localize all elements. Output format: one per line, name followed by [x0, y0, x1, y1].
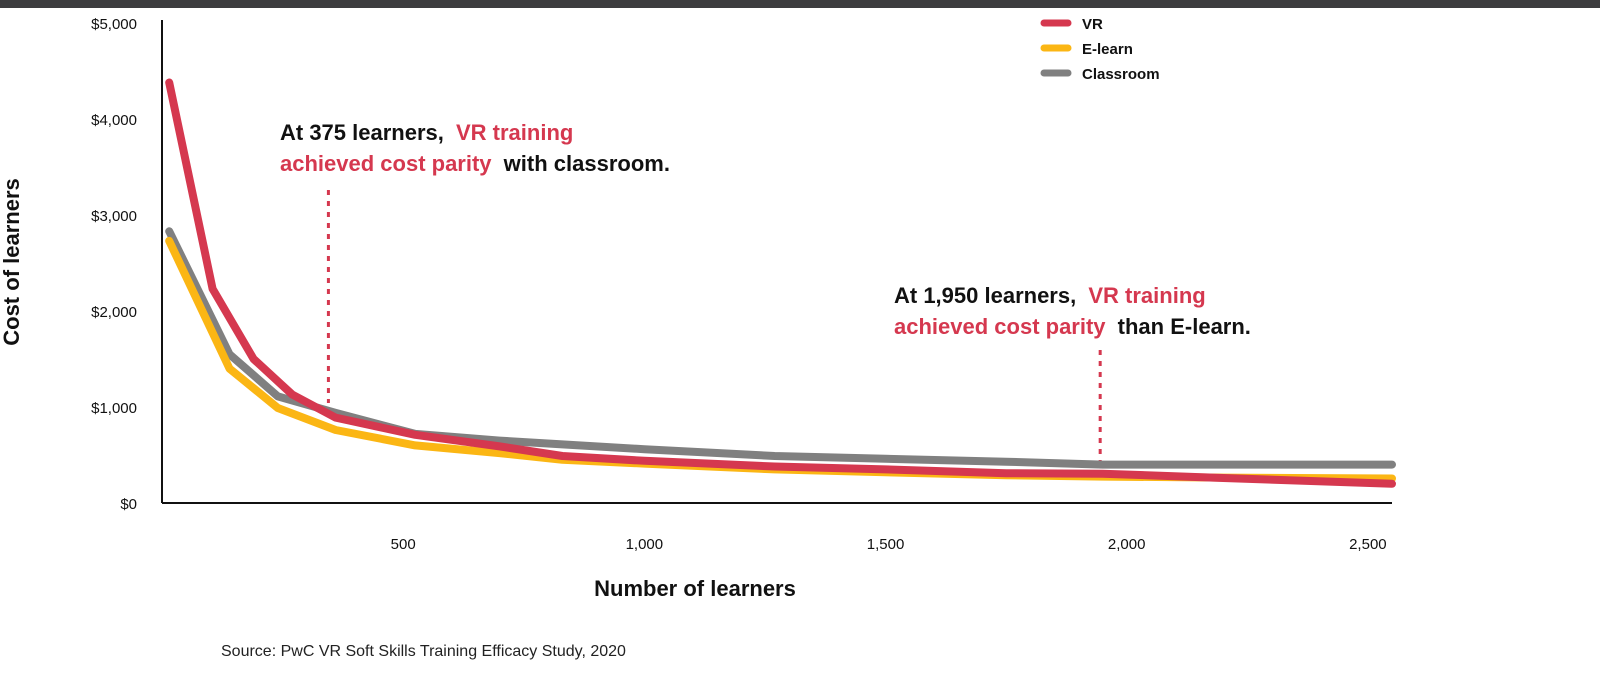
annotation-375-line1: At 375 learners, VR training — [280, 120, 573, 145]
annotation-1950-line2: achieved cost parity than E-learn. — [894, 314, 1251, 339]
x-tick-label: 2,500 — [1349, 536, 1387, 553]
annotation-1950-dark-2: than E-learn. — [1118, 314, 1251, 339]
series-line-classroom — [165, 227, 1396, 469]
y-axis-label: Cost of learners — [0, 178, 24, 346]
x-tick-label: 500 — [391, 536, 416, 553]
y-tick-label: $5,000 — [91, 16, 137, 33]
legend: VR E-learn Classroom — [1040, 16, 1160, 83]
x-tick-label: 2,000 — [1108, 536, 1146, 553]
series-line-vr — [165, 78, 1396, 488]
legend-label-e-learn: E-learn — [1082, 41, 1133, 58]
y-tick-labels: $0 $1,000 $2,000 $3,000 $4,000 $5,000 — [91, 16, 137, 513]
annotation-1950-dark-1: At 1,950 learners, — [894, 283, 1076, 308]
y-tick-label: $0 — [120, 496, 137, 513]
x-axis-label: Number of learners — [594, 576, 796, 601]
top-bar — [0, 0, 1600, 8]
annotation-1950-line1: At 1,950 learners, VR training — [894, 283, 1206, 308]
annotation-1950-highlight-2: achieved cost parity — [894, 314, 1106, 339]
annotation-375-dark-2: with classroom. — [503, 151, 670, 176]
legend-label-vr: VR — [1082, 16, 1103, 33]
y-tick-label: $1,000 — [91, 400, 137, 417]
y-tick-label: $4,000 — [91, 112, 137, 129]
series-line-e-learn — [165, 236, 1396, 483]
annotation-1950-highlight-1: VR training — [1088, 283, 1205, 308]
legend-label-classroom: Classroom — [1082, 66, 1160, 83]
x-tick-label: 1,500 — [867, 536, 905, 553]
annotation-375-dark-1: At 375 learners, — [280, 120, 444, 145]
y-tick-label: $3,000 — [91, 208, 137, 225]
x-tick-label: 1,000 — [626, 536, 664, 553]
annotation-375-highlight-1: VR training — [456, 120, 573, 145]
y-tick-label: $2,000 — [91, 304, 137, 321]
annotation-375-line2: achieved cost parity with classroom. — [280, 151, 670, 176]
annotation-375-highlight-2: achieved cost parity — [280, 151, 492, 176]
source-note: Source: PwC VR Soft Skills Training Effi… — [221, 643, 626, 660]
x-tick-labels: 500 1,000 1,500 2,000 2,500 — [391, 536, 1387, 553]
series-lines — [165, 78, 1396, 488]
